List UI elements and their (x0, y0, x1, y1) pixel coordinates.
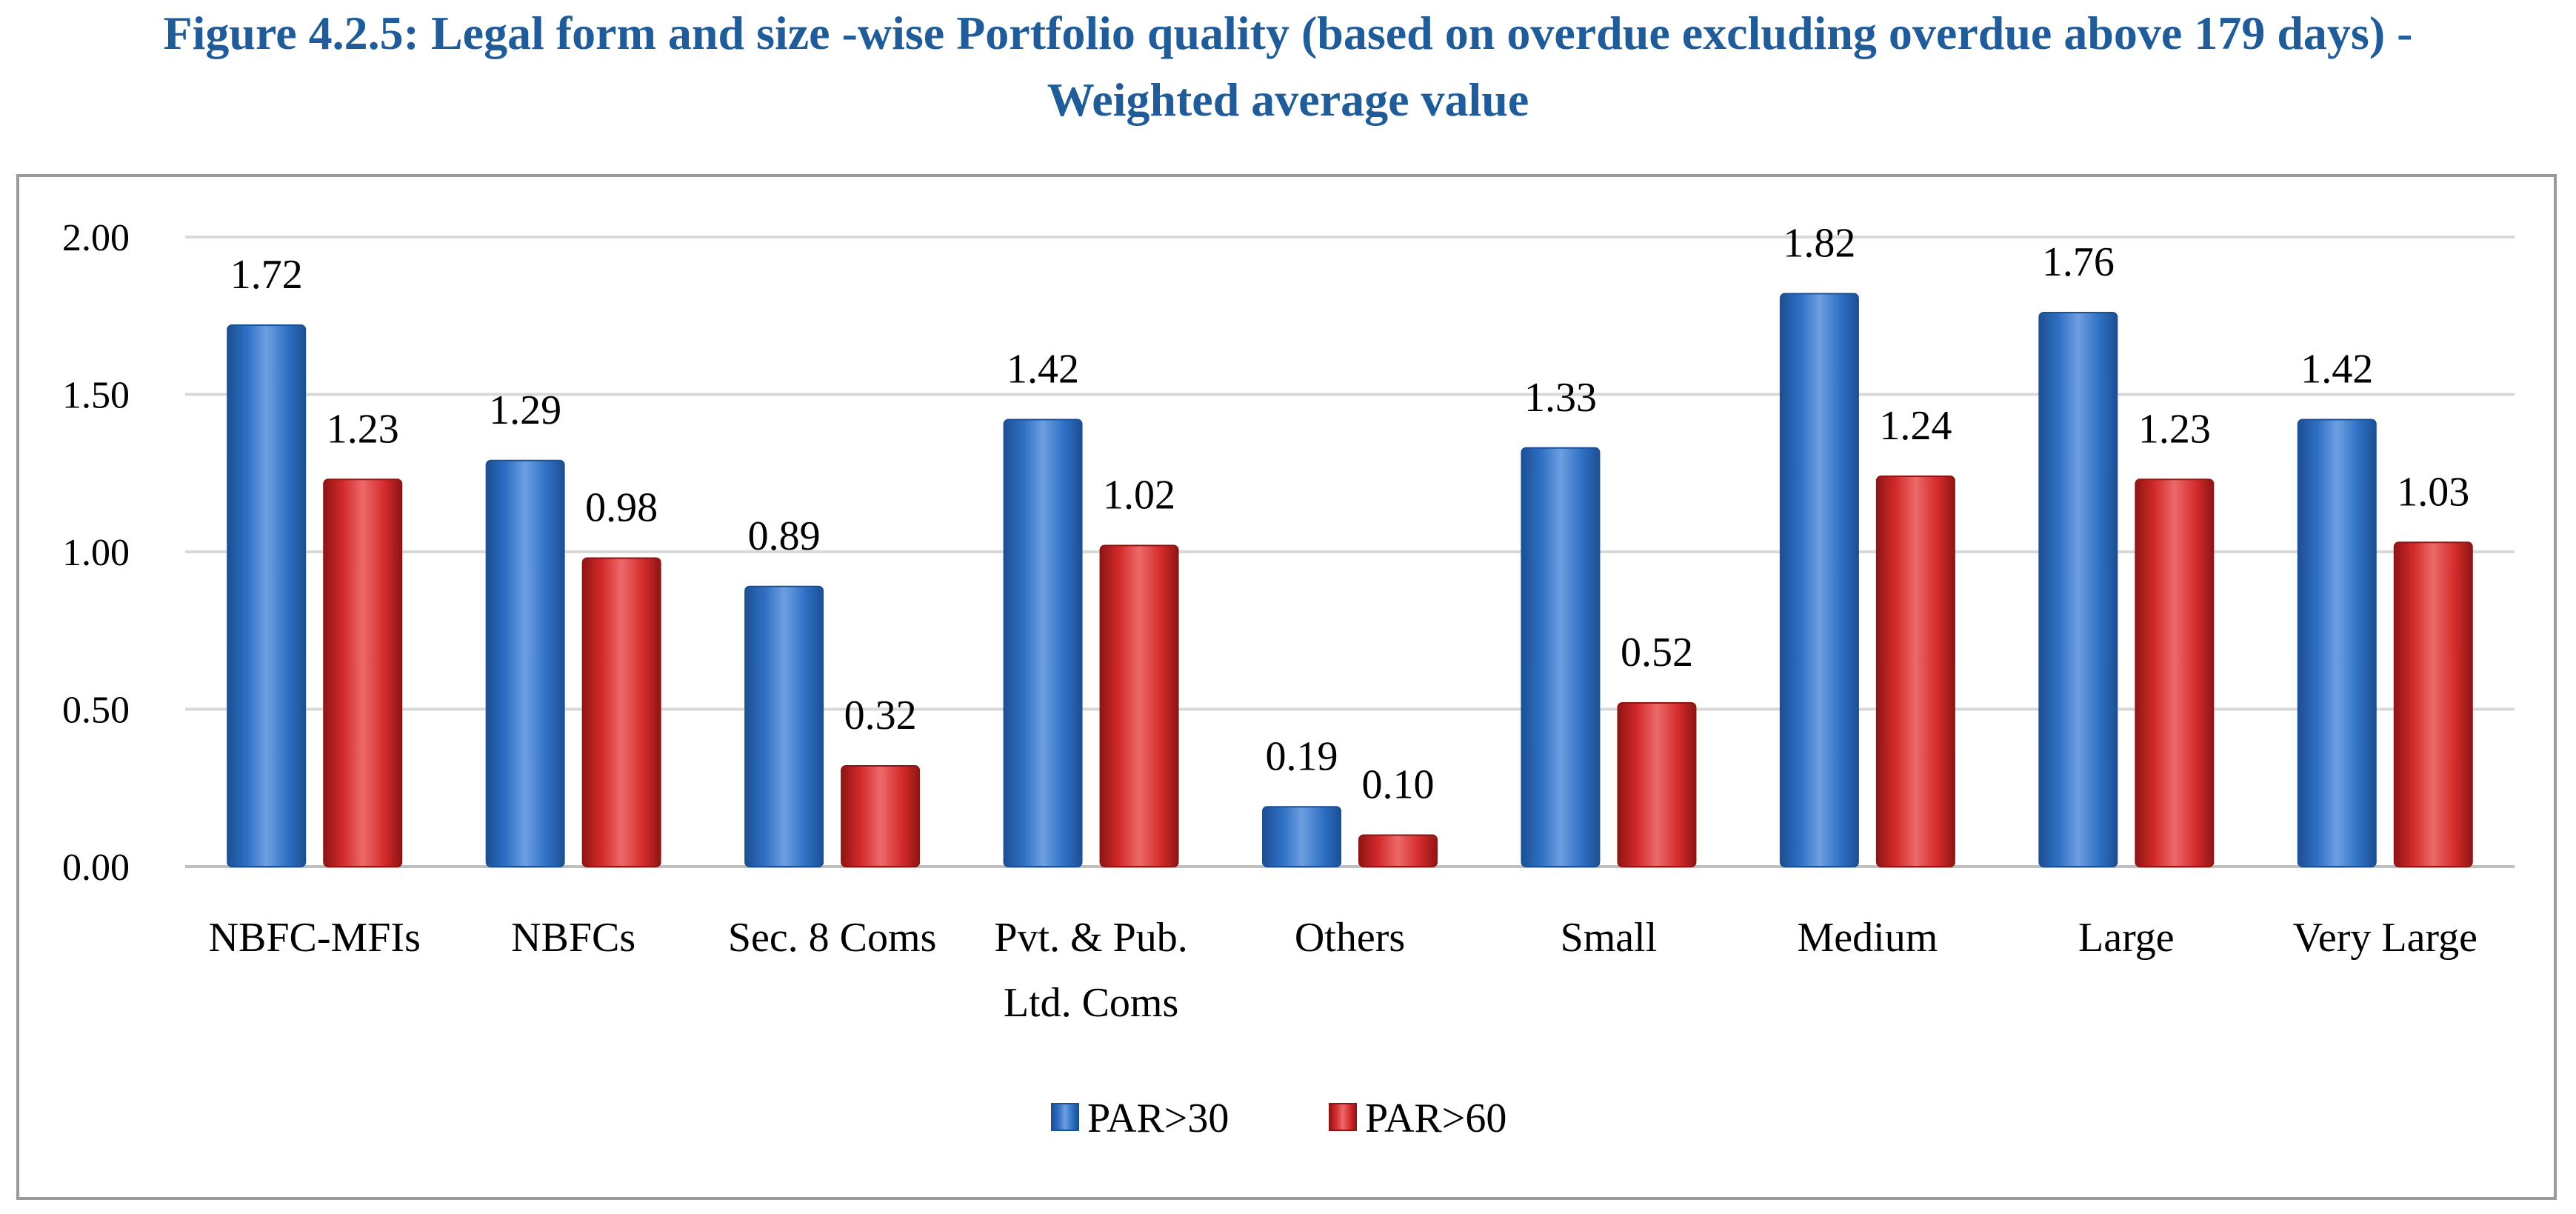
legend: PAR>30 PAR>60 (1051, 1095, 1506, 1141)
data-label: 1.76 (2042, 239, 2115, 285)
x-category-label: Very Large (2293, 915, 2477, 961)
gridlines (185, 236, 2515, 868)
bar-par60 (2393, 541, 2473, 867)
data-label: 1.82 (1783, 221, 1855, 267)
data-label: 1.72 (230, 252, 303, 298)
data-label: 0.32 (844, 693, 917, 738)
bar-par30 (1779, 293, 1859, 867)
data-label: 1.03 (2397, 469, 2469, 515)
x-axis-categories: NBFC-MFIs NBFCs Sec. 8 Coms Pvt. & Pub. Ltd.… (209, 915, 2477, 1026)
data-labels: 1.72 1.29 0.89 1.42 0.19 1.33 1.82 1.76 1.42 1.23… (230, 221, 2470, 808)
bar-par30 (1262, 806, 1341, 867)
bar-par60 (1358, 834, 1438, 867)
x-category-label: Small (1561, 915, 1658, 961)
legend-label: PAR>60 (1365, 1095, 1506, 1141)
data-label: 1.23 (2138, 406, 2211, 452)
chart-frame (16, 174, 2557, 1200)
title-line-1: Figure 4.2.5: Legal form and size -wise … (163, 7, 2413, 59)
data-label: 1.02 (1103, 473, 1175, 518)
bar-par30 (2297, 418, 2377, 867)
x-category-label: Medium (1798, 915, 1938, 961)
x-category-label: NBFCs (511, 915, 635, 961)
bar-par30 (485, 459, 565, 867)
y-tick-label: 1.50 (62, 375, 130, 417)
y-tick-label: 2.00 (62, 217, 130, 259)
bar-par60 (2135, 478, 2215, 867)
bar-par60 (1875, 476, 1955, 867)
data-label: 0.52 (1621, 630, 1693, 676)
data-label: 0.98 (585, 485, 658, 531)
legend-label: PAR>30 (1087, 1095, 1229, 1141)
bar-par30 (2038, 312, 2118, 867)
bar-par30 (744, 585, 824, 867)
data-label: 1.42 (1007, 347, 1079, 393)
data-label: 1.29 (489, 387, 561, 433)
bar-par60 (1617, 702, 1697, 867)
data-label: 1.24 (1879, 403, 1952, 449)
bar-par60 (1099, 544, 1179, 867)
bar-par30 (1521, 447, 1601, 867)
x-category-label: Large (2078, 915, 2175, 961)
data-label: 0.10 (1362, 762, 1435, 808)
legend-swatch-par30 (1051, 1103, 1079, 1131)
data-label: 1.42 (2300, 347, 2373, 393)
y-tick-label: 1.00 (62, 532, 130, 574)
bar-par30 (227, 324, 307, 867)
bar-par60 (841, 765, 921, 867)
bars (227, 293, 2473, 867)
data-label: 1.23 (327, 406, 399, 452)
x-category-label: Ltd. Coms (1004, 980, 1178, 1026)
bar-par30 (1003, 418, 1083, 867)
x-category-label: Sec. 8 Coms (728, 915, 937, 961)
title-line-2: Weighted average value (1047, 73, 1529, 126)
page-title: Figure 4.2.5: Legal form and size -wise … (0, 0, 2576, 133)
data-label: 1.33 (1524, 375, 1597, 421)
x-category-label: NBFC-MFIs (209, 915, 421, 961)
legend-swatch-par60 (1329, 1103, 1357, 1131)
bar-par60 (323, 478, 403, 867)
bar-par60 (581, 557, 661, 867)
x-category-label: Others (1295, 915, 1405, 961)
y-tick-label: 0.00 (62, 847, 130, 889)
y-axis-ticks: 0.00 0.50 1.00 1.50 2.00 (62, 217, 130, 889)
data-label: 0.89 (748, 513, 821, 559)
y-tick-label: 0.50 (62, 690, 130, 732)
x-category-label: Pvt. & Pub. (994, 915, 1187, 961)
data-label: 0.19 (1266, 733, 1338, 779)
